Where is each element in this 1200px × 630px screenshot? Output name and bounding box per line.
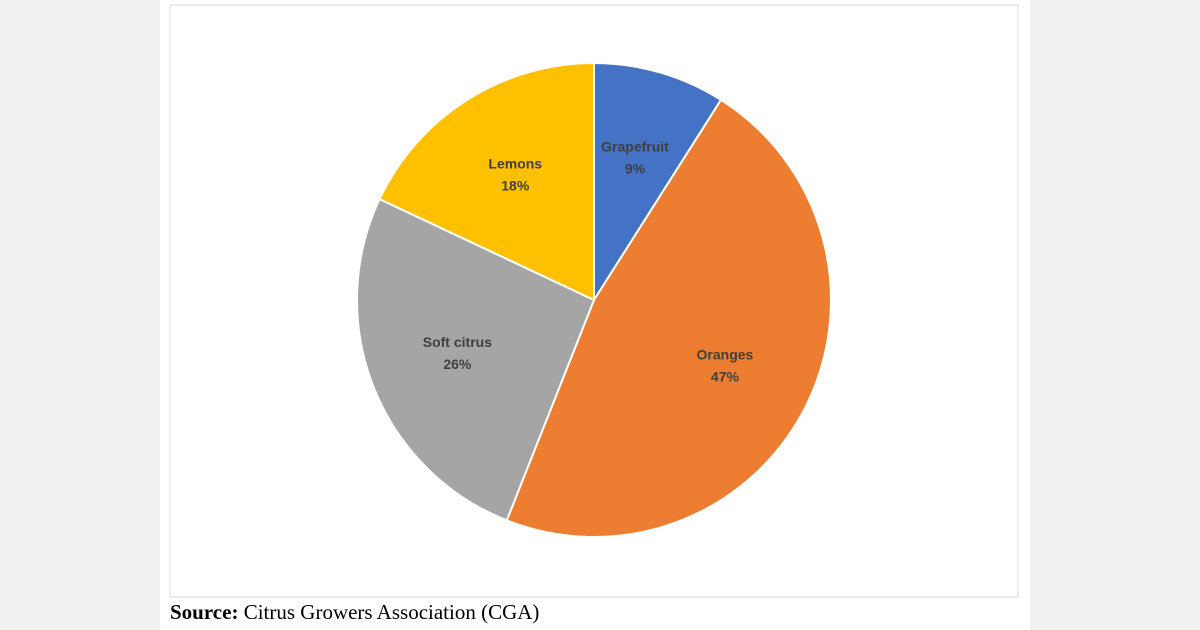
source-note: Source: Citrus Growers Association (CGA) [170, 600, 539, 625]
pie-slice [378, 61, 595, 302]
pie-slice [593, 61, 723, 304]
chart: Grapefruit 9% Oranges 47% Soft citrus 26% Lemo… [169, 4, 1019, 598]
pie-slice [356, 197, 596, 522]
slice-value-label: 26% [443, 356, 472, 372]
slice-label: Lemons [488, 156, 542, 172]
source-label: Source: [170, 600, 239, 624]
slice-value-label: 47% [711, 368, 740, 384]
slice-label: Soft citrus [423, 334, 492, 350]
slice-value-label: 9% [625, 161, 646, 177]
source-text: Citrus Growers Association (CGA) [243, 600, 540, 624]
pie-slice [505, 98, 832, 538]
slice-label: Oranges [697, 346, 754, 362]
content: Grapefruit 9% Oranges 47% Soft citrus 26% Lemo… [160, 0, 1030, 630]
slice-value-label: 18% [501, 178, 530, 194]
slice-label: Grapefruit [601, 139, 669, 155]
